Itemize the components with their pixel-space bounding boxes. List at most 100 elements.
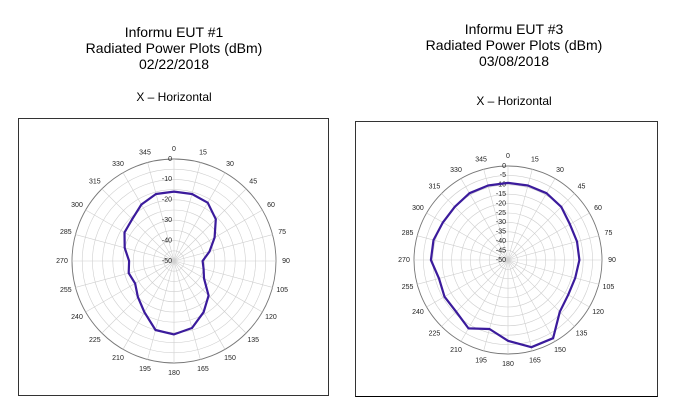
- angle-tick-label: 210: [112, 355, 124, 362]
- data-point: [214, 218, 217, 221]
- radial-tick-label: -15: [496, 191, 506, 198]
- grid-spoke: [507, 169, 533, 261]
- radial-tick-label: -40: [162, 237, 172, 244]
- grid-spoke: [460, 178, 509, 261]
- grid-spoke: [441, 193, 509, 261]
- angle-tick-label: 315: [89, 179, 101, 186]
- grid-spoke: [483, 259, 509, 351]
- angle-tick-label: 45: [578, 183, 586, 190]
- grid-spoke: [441, 259, 509, 327]
- data-point: [578, 259, 581, 261]
- radial-tick-label: -25: [496, 210, 506, 217]
- radial-tick-label: -50: [162, 258, 172, 265]
- angle-tick-label: 255: [60, 287, 72, 294]
- angle-tick-label: 105: [276, 287, 288, 294]
- data-point: [191, 193, 193, 195]
- angle-tick-label: 150: [224, 355, 236, 362]
- angle-tick-label: 75: [605, 230, 613, 237]
- radial-tick-label: -45: [496, 247, 506, 254]
- angle-tick-label: 270: [398, 257, 410, 264]
- angle-tick-label: 165: [529, 357, 541, 364]
- angle-tick-label: 15: [531, 156, 539, 163]
- grid-spoke: [426, 212, 509, 261]
- data-point: [134, 282, 136, 285]
- angle-tick-label: 165: [197, 366, 209, 373]
- angle-tick-label: 180: [502, 361, 514, 368]
- chart-subtitle: X – Horizontal: [136, 90, 212, 104]
- data-point: [154, 329, 157, 331]
- radial-tick-label: -5: [500, 172, 506, 179]
- data-point: [438, 277, 440, 280]
- data-point: [530, 346, 533, 349]
- angle-tick-label: 345: [475, 156, 487, 163]
- angle-tick-label: 240: [412, 309, 424, 316]
- data-point: [527, 184, 529, 187]
- grid-spoke: [173, 260, 273, 288]
- data-point: [128, 260, 130, 262]
- data-point: [201, 260, 204, 262]
- data-point: [574, 277, 577, 279]
- grid-spoke: [173, 188, 247, 262]
- data-point: [202, 268, 205, 270]
- data-point: [432, 239, 435, 241]
- data-point: [552, 337, 554, 340]
- data-point: [213, 236, 216, 239]
- angle-tick-label: 285: [60, 229, 72, 236]
- chart-panel-eut1: Informu EUT #1 Radiated Power Plots (dBm…: [8, 24, 340, 396]
- data-point: [155, 193, 157, 195]
- grid-spoke: [507, 235, 599, 261]
- angle-tick-label: 315: [429, 183, 441, 190]
- chart-frame: 0 15 30 45 60 75 90 105 120 135 150 165 180 195 210 225…: [18, 118, 329, 396]
- data-point: [567, 293, 570, 296]
- data-point: [487, 184, 489, 187]
- angle-tick-label: 90: [608, 257, 616, 264]
- grid-spoke: [173, 172, 226, 262]
- angle-tick-label: 135: [576, 330, 588, 337]
- angle-tick-label: 285: [402, 230, 414, 237]
- chart-title-line-3: 03/08/2018: [478, 53, 550, 69]
- radial-tick-label: 0: [502, 163, 506, 170]
- chart-title: Informu EUT #3 Radiated Power Plots (dBm…: [348, 21, 680, 69]
- data-point: [143, 311, 146, 314]
- chart-title: Informu EUT #1 Radiated Power Plots (dBm…: [8, 24, 340, 72]
- grid-spoke: [122, 172, 175, 262]
- chart-title-line-2: Radiated Power Plots (dBm): [85, 40, 263, 56]
- angle-tick-label: 180: [168, 370, 180, 377]
- angle-tick-label: 195: [475, 357, 487, 364]
- grid-spoke: [122, 260, 175, 350]
- grid-spoke: [507, 259, 556, 342]
- angle-tick-label: 240: [71, 314, 83, 321]
- angle-tick-label: 105: [603, 284, 615, 291]
- angle-tick-label: 330: [112, 161, 124, 168]
- data-point: [468, 192, 471, 195]
- angle-tick-label: 60: [267, 202, 275, 209]
- angle-tick-label: 300: [71, 202, 83, 209]
- data-point: [576, 240, 578, 243]
- grid-spoke: [507, 193, 575, 261]
- radial-tick-label: -30: [162, 217, 172, 224]
- data-point: [202, 311, 205, 314]
- data-point: [569, 223, 571, 226]
- angle-tick-label: 15: [199, 150, 207, 157]
- polar-chart: 0 15 30 45 60 75 90 105 120 135 150 165 180 195 210 225…: [56, 146, 290, 377]
- angle-tick-label: 75: [278, 229, 286, 236]
- angle-tick-label: 60: [594, 205, 602, 212]
- angle-tick-label: 225: [429, 330, 441, 337]
- radial-tick-label: -10: [496, 182, 506, 189]
- grid-spoke: [75, 260, 175, 288]
- grid-spoke: [173, 209, 263, 262]
- grid-spoke: [507, 259, 599, 285]
- chart-title-line-2: Radiated Power Plots (dBm): [425, 37, 603, 53]
- data-point: [430, 259, 432, 261]
- data-point: [507, 339, 509, 342]
- data-point: [560, 205, 563, 208]
- grid-spoke: [507, 259, 575, 327]
- data-point: [208, 250, 211, 253]
- radial-tick-label: -50: [496, 257, 506, 264]
- angle-tick-label: 255: [402, 284, 414, 291]
- data-point: [507, 182, 509, 184]
- angle-tick-label: 120: [592, 309, 604, 316]
- grid-spoke: [85, 209, 175, 262]
- grid-spoke: [417, 235, 509, 261]
- chart-title-line-1: Informu EUT #3: [464, 21, 564, 37]
